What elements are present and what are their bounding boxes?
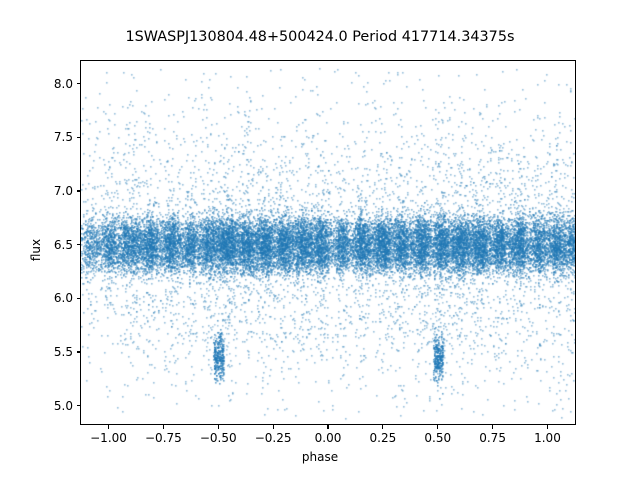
plot-area — [80, 60, 576, 425]
x-tick-mark — [272, 425, 274, 429]
scatter-plot — [81, 61, 575, 424]
y-tick-label: 8.0 — [53, 76, 73, 91]
x-tick-label: 0.75 — [479, 431, 506, 445]
x-tick-label: 0.25 — [369, 431, 397, 445]
x-tick-mark — [162, 425, 164, 429]
x-tick-mark — [382, 425, 384, 429]
y-axis-label: flux — [29, 238, 43, 261]
y-tick-mark — [76, 190, 80, 192]
x-tick-mark — [546, 425, 548, 429]
x-tick-label: 0.50 — [424, 431, 452, 445]
y-tick-label: 7.0 — [53, 183, 73, 198]
x-tick-mark — [492, 425, 494, 429]
x-tick-mark — [327, 425, 329, 429]
y-tick-mark — [76, 83, 80, 85]
y-tick-mark — [76, 244, 80, 246]
x-tick-mark — [217, 425, 219, 429]
y-tick-label: 5.0 — [53, 398, 73, 413]
x-tick-label: −0.50 — [199, 431, 237, 445]
x-tick-label: 0.00 — [314, 431, 342, 445]
y-tick-label: 6.0 — [53, 291, 73, 306]
x-tick-label: −1.00 — [90, 431, 127, 445]
y-tick-label: 7.5 — [53, 130, 73, 145]
x-tick-label: −0.75 — [145, 431, 182, 445]
y-tick-mark — [76, 405, 80, 407]
x-tick-label: 1.00 — [534, 431, 561, 445]
chart-title: 1SWASPJ130804.48+500424.0 Period 417714.… — [125, 29, 515, 45]
y-tick-label: 6.5 — [53, 237, 73, 252]
y-tick-mark — [76, 297, 80, 299]
x-axis-label: phase — [301, 450, 339, 464]
y-tick-mark — [76, 136, 80, 138]
x-tick-mark — [107, 425, 110, 429]
x-tick-label: −0.25 — [254, 431, 292, 445]
y-tick-mark — [76, 351, 80, 353]
x-tick-mark — [437, 425, 439, 429]
y-tick-label: 5.5 — [53, 345, 73, 359]
